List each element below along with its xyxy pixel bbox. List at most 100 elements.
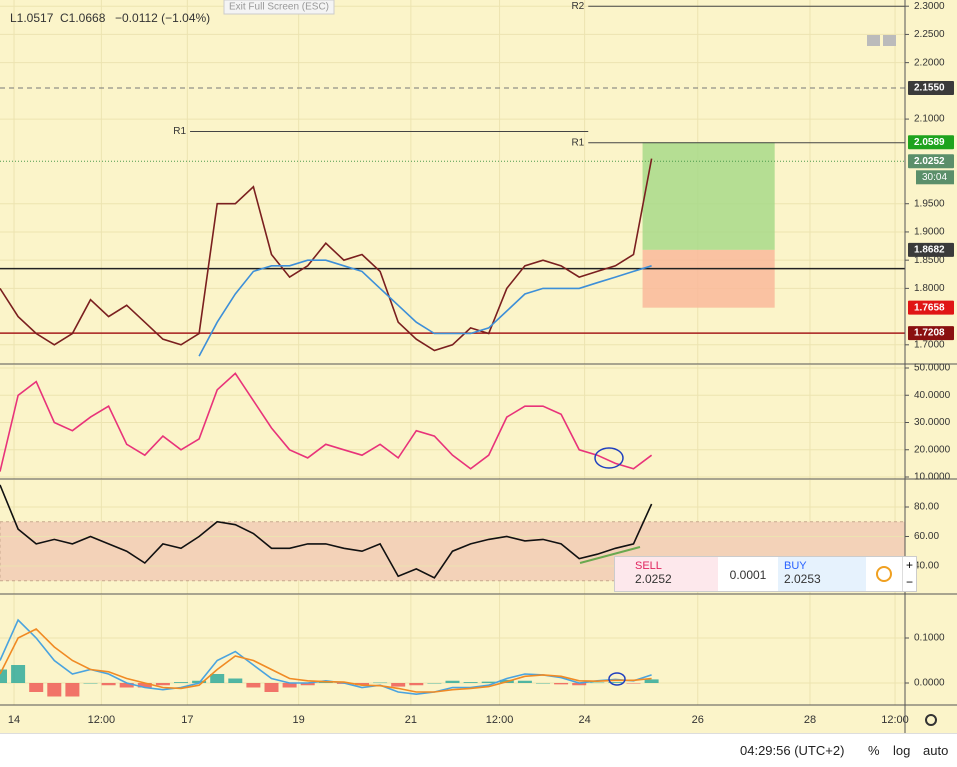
price-axis: 14 12:00 17 19 21 12:00 24 26 28 12:00 1.7000 1.800…	[8, 1, 954, 726]
histogram-bar	[608, 682, 623, 683]
qty-buttons[interactable]: + −	[902, 557, 916, 591]
histogram-bar	[463, 682, 478, 683]
y-tick-label: 60.00	[914, 531, 939, 542]
histogram-bar	[29, 683, 44, 692]
auto-toggle[interactable]: auto	[923, 743, 949, 758]
price-badge	[908, 300, 954, 315]
x-tick-label: 12:00	[881, 714, 909, 726]
histogram-bar	[119, 683, 134, 688]
price-badge	[908, 81, 954, 96]
x-tick-label: 24	[579, 714, 591, 726]
buy-label: BUY	[784, 560, 807, 572]
y-tick-label: 40.0000	[914, 390, 951, 401]
info-button[interactable]	[866, 557, 902, 591]
sell-label: SELL	[635, 560, 662, 572]
price-badge-label: 1.8682	[914, 245, 945, 256]
x-tick-label: 26	[692, 714, 704, 726]
histogram-bar	[83, 683, 98, 684]
y-tick-label: 1.8500	[914, 255, 945, 266]
annotation-ellipse	[608, 672, 626, 686]
histogram-bar	[65, 683, 80, 697]
ohlc-change: −0.0112 (−1.04%)	[115, 11, 211, 25]
buy-price: 2.0253	[784, 572, 821, 586]
annotation-ellipse	[594, 447, 624, 469]
percent-toggle[interactable]: %	[868, 743, 880, 758]
price-badge-label: 1.7658	[914, 302, 945, 313]
histogram-bar	[174, 682, 188, 683]
loss-zone	[642, 249, 775, 308]
price-badge	[908, 242, 954, 257]
histogram-bar	[554, 683, 569, 685]
y-tick-label: 80.00	[914, 502, 939, 513]
histogram-bar	[47, 683, 62, 697]
y-tick-label: 1.8000	[914, 283, 945, 294]
histogram-bar	[264, 683, 279, 692]
series-line	[0, 158, 653, 352]
series-line	[0, 372, 653, 472]
x-tick-label: 28	[804, 714, 816, 726]
histogram-bar	[445, 680, 460, 683]
y-tick-label: 2.2000	[914, 57, 945, 68]
profit-zone	[642, 142, 775, 250]
y-tick-label: 2.1000	[914, 114, 945, 125]
histogram-bar	[644, 679, 659, 683]
histogram-bar	[536, 683, 550, 684]
trade-widget: SELL 2.0252 0.0001 BUY 2.0253 + −	[614, 556, 917, 592]
histogram-bar	[300, 683, 315, 686]
y-tick-label: 40.00	[914, 561, 939, 572]
level-label: R1	[173, 126, 186, 137]
y-tick-label: 50.0000	[914, 363, 951, 374]
histogram-bar	[409, 683, 424, 686]
background	[0, 0, 957, 733]
y-tick-label: 10.0000	[914, 472, 951, 483]
status-bar	[0, 733, 957, 767]
histogram-bar	[427, 683, 442, 684]
price-badge-label: 2.1550	[914, 83, 945, 94]
histogram-bar	[517, 680, 532, 683]
level-label: R1	[571, 137, 584, 148]
histogram-bar	[228, 678, 243, 683]
histogram-bar	[373, 682, 388, 684]
histogram-bar	[155, 683, 170, 686]
sell-button[interactable]: SELL 2.0252	[615, 557, 718, 591]
series-line	[0, 628, 652, 693]
sell-price: 2.0252	[635, 572, 672, 586]
x-tick-label: 12:00	[486, 714, 514, 726]
x-tick-label: 21	[405, 714, 417, 726]
ohlc-low: L1.0517	[10, 11, 54, 25]
series-line	[198, 259, 652, 357]
spread: 0.0001	[729, 568, 767, 582]
histogram-bar	[355, 683, 369, 686]
buy-button[interactable]: BUY 2.0253	[778, 557, 866, 591]
y-tick-label: 1.7000	[914, 339, 945, 350]
histogram-bar	[11, 665, 26, 683]
histogram-bar	[0, 669, 7, 683]
y-tick-label: 2.3000	[914, 1, 945, 12]
expand-button[interactable]	[883, 35, 896, 46]
histogram-bar	[318, 682, 333, 683]
histogram-bar	[572, 683, 587, 686]
trend-line	[579, 546, 641, 564]
x-tick-label: 17	[181, 714, 193, 726]
log-toggle[interactable]: log	[893, 743, 911, 758]
histogram-bar	[101, 683, 116, 686]
price-badge-label: 2.0589	[914, 137, 945, 148]
y-tick-label: 30.0000	[914, 417, 951, 428]
countdown-badge	[916, 170, 954, 185]
price-badge-label: 1.7208	[914, 328, 945, 339]
collapse-button[interactable]	[867, 35, 880, 46]
histogram-bar	[626, 683, 641, 684]
y-tick-label: 0.1000	[914, 633, 945, 644]
x-tick-label: 12:00	[88, 714, 116, 726]
x-tick-label: 14	[8, 714, 20, 726]
price-badge	[908, 326, 954, 341]
price-badge-label: 2.0252	[914, 156, 945, 167]
y-tick-label: 2.2500	[914, 29, 945, 40]
countdown-label: 30:04	[922, 172, 947, 183]
histogram-bar	[282, 683, 297, 688]
histogram-bar	[481, 681, 496, 683]
exit-button[interactable]	[223, 0, 335, 15]
ohlc-close: C1.0668	[60, 11, 106, 25]
settings-icon[interactable]	[925, 714, 937, 726]
